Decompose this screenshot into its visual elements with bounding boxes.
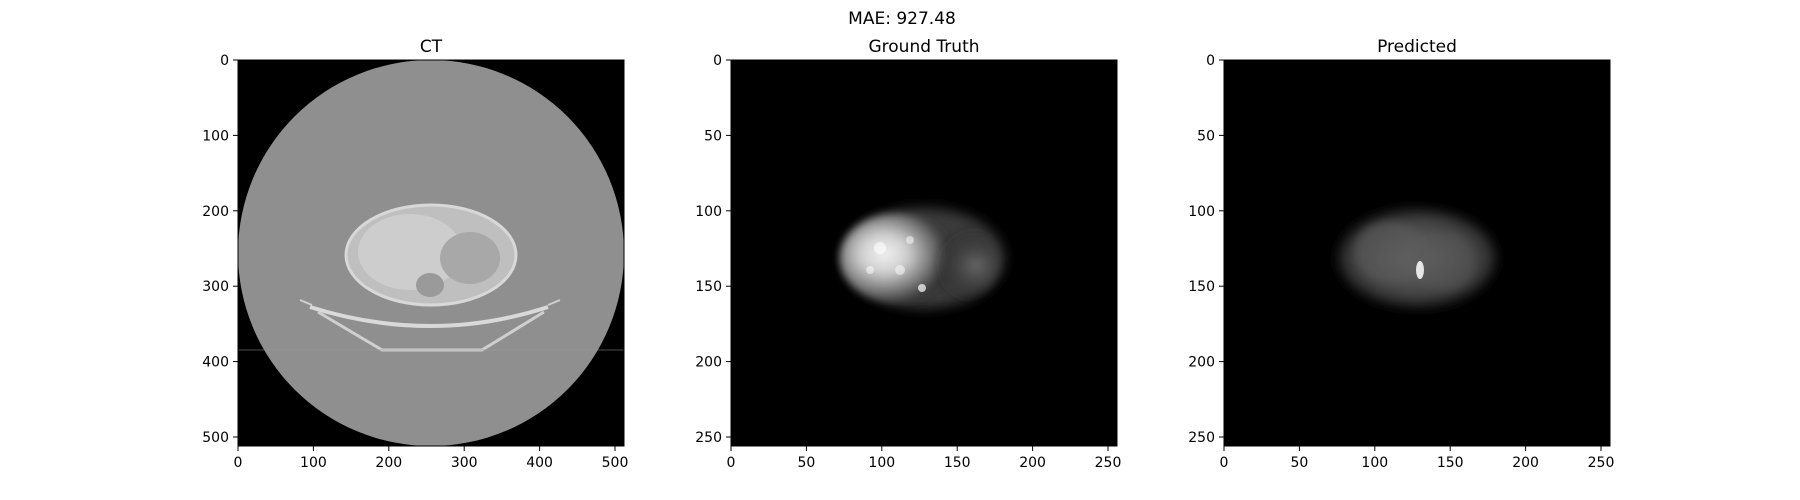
x-tick-label: 100 — [1361, 455, 1388, 471]
panel-ground-truth-y-ticks: 0 50 100 150 200 250 — [695, 53, 731, 446]
panel-predicted: Predicted 0 50 100 150 200 250 0 — [1188, 37, 1614, 471]
x-tick-label: 200 — [375, 455, 402, 471]
panel-ct-y-ticks: 0 100 200 300 400 500 — [202, 53, 238, 446]
x-tick-label: 100 — [300, 455, 327, 471]
panel-predicted-x-ticks: 0 50 100 150 200 250 — [1220, 446, 1615, 471]
x-tick-label: 250 — [1095, 455, 1122, 471]
x-tick-label: 100 — [868, 455, 895, 471]
panel-ground-truth-x-ticks: 0 50 100 150 200 250 — [727, 446, 1122, 471]
panel-ct: CT 0 100 200 300 — [202, 37, 628, 471]
y-tick-label: 50 — [1197, 128, 1215, 144]
panel-ground-truth-image — [731, 60, 1117, 446]
figure-suptitle: MAE: 927.48 — [848, 9, 956, 29]
panel-predicted-y-ticks: 0 50 100 150 200 250 — [1188, 53, 1224, 446]
panel-ct-title: CT — [420, 37, 443, 57]
y-tick-label: 200 — [1188, 355, 1215, 371]
x-tick-label: 50 — [1290, 455, 1308, 471]
y-tick-label: 0 — [1206, 53, 1215, 69]
y-tick-label: 400 — [202, 355, 229, 371]
x-tick-label: 0 — [234, 455, 243, 471]
x-tick-label: 300 — [451, 455, 478, 471]
y-tick-label: 200 — [695, 355, 722, 371]
panel-ct-x-ticks: 0 100 200 300 400 500 — [234, 446, 629, 471]
x-tick-label: 200 — [1512, 455, 1539, 471]
panel-predicted-image — [1224, 60, 1610, 446]
y-tick-label: 0 — [713, 53, 722, 69]
y-tick-label: 100 — [695, 204, 722, 220]
x-tick-label: 150 — [1437, 455, 1464, 471]
y-tick-label: 250 — [1188, 430, 1215, 446]
y-tick-label: 500 — [202, 430, 229, 446]
panel-ct-image — [238, 60, 624, 446]
x-tick-label: 50 — [797, 455, 815, 471]
y-tick-label: 200 — [202, 204, 229, 220]
y-tick-label: 100 — [202, 128, 229, 144]
x-tick-label: 250 — [1588, 455, 1615, 471]
x-tick-label: 0 — [727, 455, 736, 471]
y-tick-label: 300 — [202, 279, 229, 295]
panel-predicted-title: Predicted — [1377, 37, 1457, 57]
y-tick-label: 50 — [704, 128, 722, 144]
y-tick-label: 0 — [220, 53, 229, 69]
y-tick-label: 150 — [1188, 279, 1215, 295]
y-tick-label: 100 — [1188, 204, 1215, 220]
panel-ground-truth: Ground Truth 0 50 100 150 200 250 — [695, 37, 1121, 471]
x-tick-label: 500 — [602, 455, 629, 471]
x-tick-label: 0 — [1220, 455, 1229, 471]
panel-ground-truth-title: Ground Truth — [868, 37, 979, 57]
y-tick-label: 150 — [695, 279, 722, 295]
x-tick-label: 150 — [944, 455, 971, 471]
x-tick-label: 200 — [1019, 455, 1046, 471]
x-tick-label: 400 — [526, 455, 553, 471]
y-tick-label: 250 — [695, 430, 722, 446]
